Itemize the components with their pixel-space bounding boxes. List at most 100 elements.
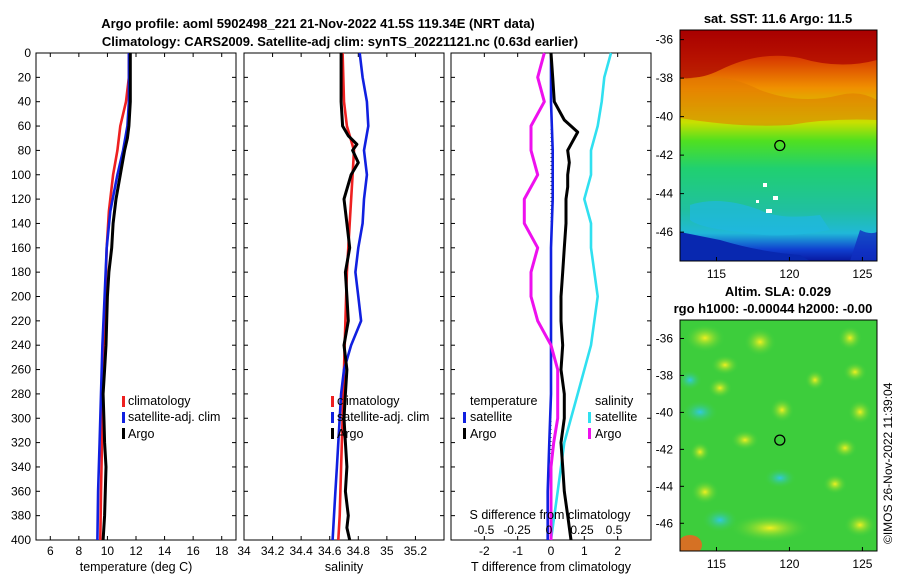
s-tick-label: 0.5: [606, 523, 623, 537]
salinity-legend: climatology satellite-adj. clim Argo: [331, 394, 429, 441]
x-tick-label: 8: [76, 544, 83, 558]
y-tick-label: 240: [11, 338, 31, 352]
x-tick-label: 16: [186, 544, 200, 558]
map-y-tick-label: -40: [656, 405, 674, 419]
difference-legend: temperature satellite Argo salinity sate…: [463, 394, 637, 441]
legend-swatch-s-satellite: [588, 412, 591, 423]
sla-map-subtitle: rgo h1000: -0.00044 h2000: -0.00: [674, 301, 873, 316]
imos-credit: ©IMOS 26-Nov-2022 11:39:04: [881, 382, 895, 544]
x-tick-label: 1: [581, 544, 588, 558]
y-tick-label: 280: [11, 387, 31, 401]
legend-label-satellite: satellite-adj. clim: [337, 410, 429, 424]
map-y-tick-label: -44: [656, 479, 674, 493]
series-line-argo: [101, 53, 132, 541]
legend-swatch-t-satellite: [463, 412, 466, 423]
series-line-satellite-adj-clim: [331, 52, 370, 541]
temperature-legend: climatology satellite-adj. clim Argo: [122, 394, 220, 441]
legend-label-s-argo: Argo: [595, 427, 621, 441]
legend-label-t-satellite: satellite: [470, 410, 512, 424]
argo-position-marker: [774, 434, 786, 446]
s-tick-label: -0.25: [503, 523, 531, 537]
y-tick-label: 200: [11, 290, 31, 304]
y-tick-label: 60: [18, 119, 32, 133]
y-tick-label: 160: [11, 241, 31, 255]
x-tick-label: -1: [512, 544, 523, 558]
x-axis-label: T difference from climatology: [471, 560, 632, 574]
x-tick-label: 34.4: [289, 544, 313, 558]
x-tick-label: 10: [101, 544, 115, 558]
y-tick-label: 100: [11, 168, 31, 182]
legend-swatch-satellite: [331, 412, 334, 423]
figure-title-line2: Climatology: CARS2009. Satellite-adj cli…: [102, 34, 578, 49]
x-tick-label: 0: [548, 544, 555, 558]
sst-map-title: sat. SST: 11.6 Argo: 11.5: [704, 11, 852, 26]
x-axis-label: salinity: [325, 560, 364, 574]
sst-map-axes: 115 120 125 -36 -38 -40 -42 -44 -46: [656, 33, 873, 281]
x-axis-label: temperature (deg C): [80, 560, 193, 574]
map-x-tick-label: 120: [779, 267, 799, 281]
x-tick-label: 6: [47, 544, 54, 558]
plot-frame: [35, 52, 237, 541]
x-tick-label: 2: [614, 544, 621, 558]
legend-label-s-satellite: satellite: [595, 410, 637, 424]
y-tick-label: 220: [11, 314, 31, 328]
y-tick-label: 140: [11, 216, 31, 230]
y-tick-label: 80: [18, 143, 32, 157]
map-y-tick-label: -42: [656, 442, 674, 456]
legend-swatch-climatology: [331, 396, 334, 407]
x-tick-label: 34: [237, 544, 251, 558]
series-line-argo: [339, 53, 360, 541]
y-tick-label: 320: [11, 436, 31, 450]
argo-position-marker: [774, 139, 786, 152]
legend-swatch-s-argo: [588, 428, 591, 439]
x-tick-label: 12: [129, 544, 143, 558]
sla-map-image: [680, 320, 877, 551]
figure-title-line1: Argo profile: aoml 5902498_221 21-Nov-20…: [101, 16, 535, 31]
s-difference-axis-label: S difference from climatology: [470, 508, 632, 522]
map-x-tick-label: 115: [707, 267, 726, 281]
map-y-tick-label: -38: [656, 71, 674, 85]
legend-swatch-argo: [331, 428, 334, 439]
difference-panel: -2 -1 0 1 2 T difference from climatology: [450, 52, 652, 574]
map-y-tick-label: -36: [656, 33, 674, 47]
map-y-tick-label: -40: [656, 110, 674, 124]
legend-swatch-argo: [122, 428, 125, 439]
x-tick-label: 34.6: [318, 544, 342, 558]
x-tick-label: 18: [215, 544, 229, 558]
sst-map-image: [680, 30, 877, 261]
legend-label-argo: Argo: [337, 427, 363, 441]
series-line-t-argo: [549, 52, 580, 541]
map-x-tick-label: 125: [852, 557, 872, 571]
s-tick-label: 0.25: [570, 523, 594, 537]
map-y-tick-label: -36: [656, 331, 674, 345]
legend-label-climatology: climatology: [337, 394, 400, 408]
s-tick-label: -0.5: [474, 523, 495, 537]
map-x-tick-label: 115: [707, 557, 726, 571]
x-tick-label: 34.8: [347, 544, 371, 558]
sla-map-title: Altim. SLA: 0.029: [725, 284, 831, 299]
y-tick-label: 120: [11, 192, 31, 206]
x-tick-label: 14: [158, 544, 172, 558]
sla-map-axes: 115 120 125 -36 -38 -40 -42 -44 -46: [656, 331, 873, 571]
y-tick-label: 360: [11, 484, 31, 498]
x-tick-label: 35.2: [404, 544, 428, 558]
legend-label-t-argo: Argo: [470, 427, 496, 441]
y-tick-label: 380: [11, 509, 31, 523]
salinity-panel: 34 34.2 34.4 34.6 34.8 35 35.2 salinity: [237, 52, 445, 574]
series-line-t-satellite: [546, 53, 555, 540]
legend-label-satellite: satellite-adj. clim: [128, 410, 220, 424]
sst-map-panel: sat. SST: 11.6 Argo: 11.5 115 120 125 -36 -3…: [656, 11, 878, 281]
s-tick-label: 0: [546, 523, 553, 537]
y-tick-label: 180: [11, 265, 31, 279]
y-tick-label: 260: [11, 363, 31, 377]
y-tick-label: 400: [11, 533, 31, 547]
map-y-tick-label: -44: [656, 187, 674, 201]
series-line-s-argo: [522, 52, 560, 540]
x-tick-label: -2: [479, 544, 490, 558]
y-tick-label: 340: [11, 460, 31, 474]
map-y-tick-label: -46: [656, 225, 674, 239]
legend-swatch-satellite: [122, 412, 125, 423]
legend-label-climatology: climatology: [128, 394, 191, 408]
legend-label-argo: Argo: [128, 427, 154, 441]
